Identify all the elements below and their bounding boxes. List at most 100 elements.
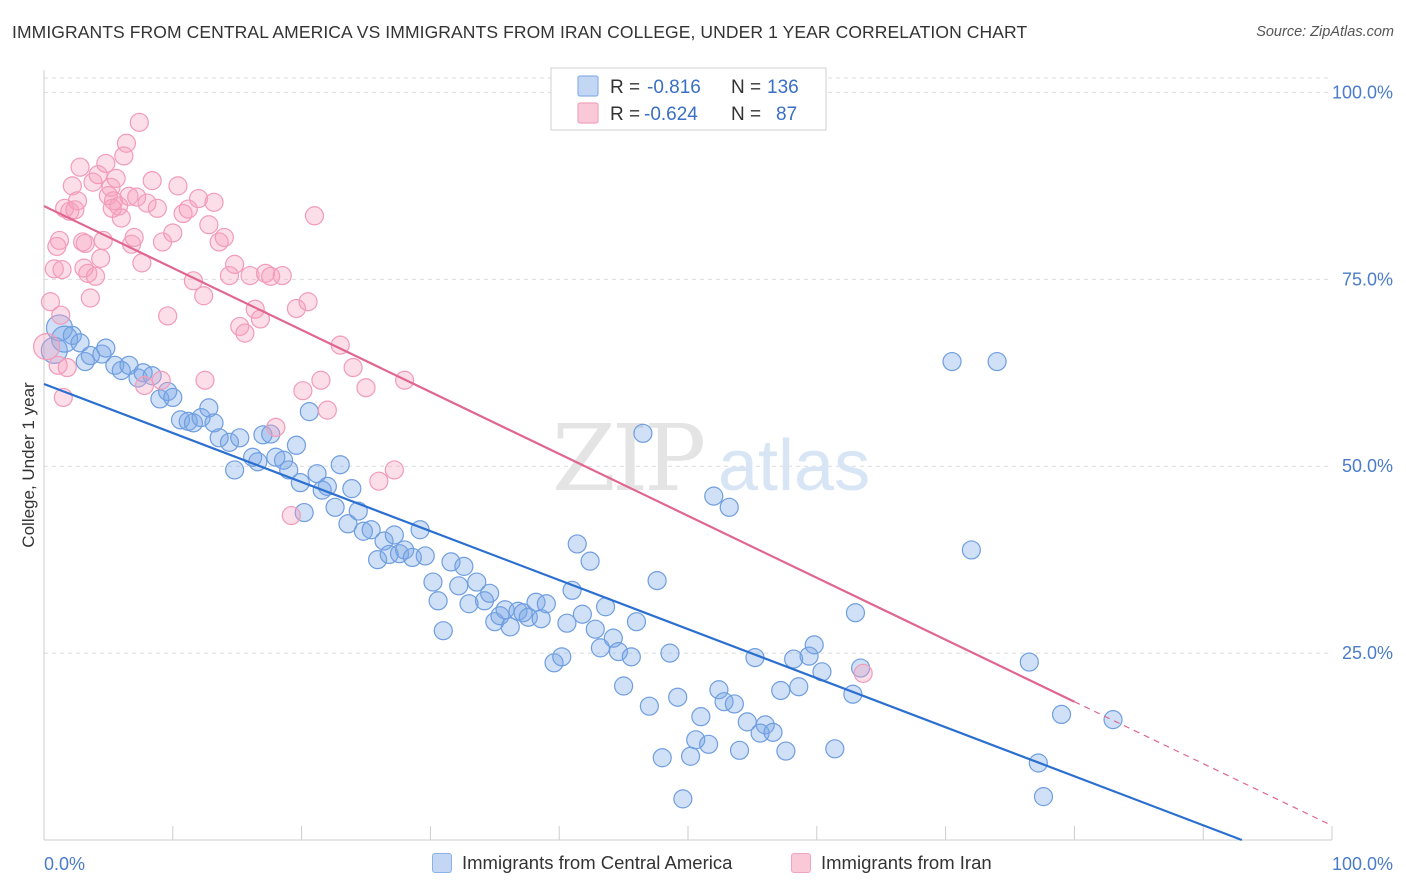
point-iran-40 xyxy=(147,198,167,218)
chart-title: IMMIGRANTS FROM CENTRAL AMERICA VS IMMIG… xyxy=(12,22,1028,42)
y-tick-label-0: 25.0% xyxy=(1342,643,1393,663)
point-iran-11 xyxy=(67,191,88,211)
point-central-america-84 xyxy=(580,551,600,571)
point-iran-64 xyxy=(272,265,292,286)
point-central-america-86 xyxy=(590,638,611,658)
point-central-america-67 xyxy=(480,583,500,603)
point-iran-65 xyxy=(281,505,301,526)
point-iran-76 xyxy=(384,460,404,480)
point-central-america-9 xyxy=(105,355,125,375)
point-central-america-83 xyxy=(572,604,592,624)
point-iran-55 xyxy=(225,254,245,274)
point-central-america-49 xyxy=(367,550,388,570)
point-central-america-22 xyxy=(199,398,219,418)
point-iran-80 xyxy=(74,258,94,278)
point-central-america-54 xyxy=(395,540,415,560)
point-iran-44 xyxy=(168,176,188,196)
point-central-america-43 xyxy=(330,455,350,475)
point-iran-49 xyxy=(194,286,214,306)
point-central-america-107 xyxy=(719,497,739,517)
point-central-america-102 xyxy=(691,707,711,727)
point-iran-16 xyxy=(80,288,100,308)
point-central-america-16 xyxy=(158,381,178,402)
point-central-america-60 xyxy=(433,621,453,641)
point-central-america-79 xyxy=(552,647,572,667)
x-tick-labels: 0.0% 100.0% xyxy=(44,854,1393,874)
point-central-america-99 xyxy=(673,789,693,809)
trend-line-iran-extension xyxy=(1074,701,1333,827)
point-central-america-12 xyxy=(128,368,148,388)
trend-line-central-america xyxy=(43,382,1243,842)
point-iran-71 xyxy=(317,400,337,420)
point-central-america-91 xyxy=(621,647,641,667)
point-iran-61 xyxy=(255,263,276,283)
point-iran-33 xyxy=(124,227,144,248)
point-central-america-59 xyxy=(428,591,448,611)
legend-r-label-2: R = xyxy=(610,104,640,125)
point-iran-4 xyxy=(49,230,70,251)
legend-box: R = -0.816 N = 136 R = -0.624 N = 87 xyxy=(550,67,827,131)
point-central-america-62 xyxy=(449,576,469,596)
point-central-america-51 xyxy=(379,544,399,565)
point-central-america-105 xyxy=(709,680,729,700)
point-central-america-65 xyxy=(467,572,487,592)
point-central-america-90 xyxy=(613,676,634,696)
point-iran-38 xyxy=(137,193,157,213)
point-iran-83 xyxy=(195,370,215,390)
point-central-america-27 xyxy=(230,428,250,448)
point-iran-34 xyxy=(127,187,147,207)
point-central-america-104 xyxy=(704,486,724,506)
point-central-america-5 xyxy=(75,351,95,372)
svg-text:ZIP: ZIP xyxy=(552,405,703,512)
point-iran-85 xyxy=(51,305,71,325)
point-iran-70 xyxy=(311,370,331,390)
point-central-america-47 xyxy=(353,521,374,541)
point-central-america-61 xyxy=(441,552,461,572)
point-central-america-64 xyxy=(459,594,479,614)
point-central-america-45 xyxy=(342,479,362,499)
point-iran-9 xyxy=(62,176,82,196)
legend-n-label-2: N = xyxy=(731,104,761,125)
point-central-america-76 xyxy=(531,609,551,629)
legend-r-value-2: -0.624 xyxy=(644,104,698,125)
point-central-america-108 xyxy=(724,694,744,714)
point-central-america-24 xyxy=(209,428,229,448)
point-central-america-128 xyxy=(987,351,1007,372)
point-iran-50 xyxy=(199,215,219,235)
point-central-america-113 xyxy=(755,715,775,735)
point-central-america-33 xyxy=(273,450,294,470)
point-iran-48 xyxy=(188,188,209,209)
point-iran-15 xyxy=(78,263,98,283)
point-central-america-116 xyxy=(776,741,796,761)
y-tick-label-3: 100.0% xyxy=(1332,82,1393,102)
bottom-legend-label-iran: Immigrants from Iran xyxy=(821,852,992,873)
point-central-america-46 xyxy=(348,501,368,521)
watermark: ZIP atlas xyxy=(552,405,870,512)
svg-text:atlas: atlas xyxy=(718,426,870,506)
point-central-america-98 xyxy=(668,687,688,707)
legend-swatch-blue xyxy=(577,75,599,97)
point-central-america-80 xyxy=(557,613,577,633)
point-iran-51 xyxy=(204,192,224,212)
point-central-america-42 xyxy=(325,497,345,517)
point-central-america-92 xyxy=(626,612,647,632)
point-central-america-100 xyxy=(680,746,701,766)
point-central-america-26 xyxy=(225,460,245,480)
point-iran-20 xyxy=(91,248,111,268)
bottom-legend-item-central-america: Immigrants from Central America xyxy=(432,852,732,874)
point-central-america-117 xyxy=(784,649,804,669)
point-central-america-103 xyxy=(699,734,719,754)
point-central-america-93 xyxy=(633,423,653,443)
x-tick-label-0: 0.0% xyxy=(44,854,85,874)
legend-n-value-1: 136 xyxy=(767,77,799,98)
point-central-america-94 xyxy=(639,696,659,716)
point-central-america-38 xyxy=(299,402,319,422)
point-central-america-77 xyxy=(536,594,556,614)
point-central-america-35 xyxy=(286,435,307,455)
point-iran-30 xyxy=(116,133,137,153)
point-central-america-52 xyxy=(384,525,404,545)
y-tick-label-1: 50.0% xyxy=(1342,456,1393,476)
point-iran-66 xyxy=(286,298,307,319)
point-central-america-4 xyxy=(70,333,90,353)
